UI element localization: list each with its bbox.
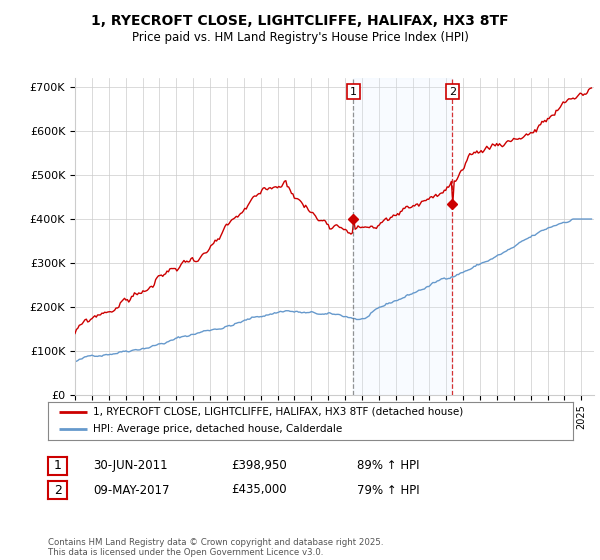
Text: £435,000: £435,000 xyxy=(231,483,287,497)
Text: £398,950: £398,950 xyxy=(231,459,287,473)
Text: 1, RYECROFT CLOSE, LIGHTCLIFFE, HALIFAX, HX3 8TF: 1, RYECROFT CLOSE, LIGHTCLIFFE, HALIFAX,… xyxy=(91,14,509,28)
Text: Contains HM Land Registry data © Crown copyright and database right 2025.
This d: Contains HM Land Registry data © Crown c… xyxy=(48,538,383,557)
Text: 2: 2 xyxy=(53,483,62,497)
Text: HPI: Average price, detached house, Calderdale: HPI: Average price, detached house, Cald… xyxy=(92,424,342,435)
Text: 2: 2 xyxy=(449,87,456,96)
Text: 09-MAY-2017: 09-MAY-2017 xyxy=(93,483,170,497)
Text: 89% ↑ HPI: 89% ↑ HPI xyxy=(357,459,419,473)
Text: 1: 1 xyxy=(53,459,62,473)
Bar xyxy=(353,78,452,395)
Text: Price paid vs. HM Land Registry's House Price Index (HPI): Price paid vs. HM Land Registry's House … xyxy=(131,31,469,44)
Text: 1: 1 xyxy=(350,87,357,96)
Text: 79% ↑ HPI: 79% ↑ HPI xyxy=(357,483,419,497)
Text: 30-JUN-2011: 30-JUN-2011 xyxy=(93,459,167,473)
Text: 1, RYECROFT CLOSE, LIGHTCLIFFE, HALIFAX, HX3 8TF (detached house): 1, RYECROFT CLOSE, LIGHTCLIFFE, HALIFAX,… xyxy=(92,407,463,417)
